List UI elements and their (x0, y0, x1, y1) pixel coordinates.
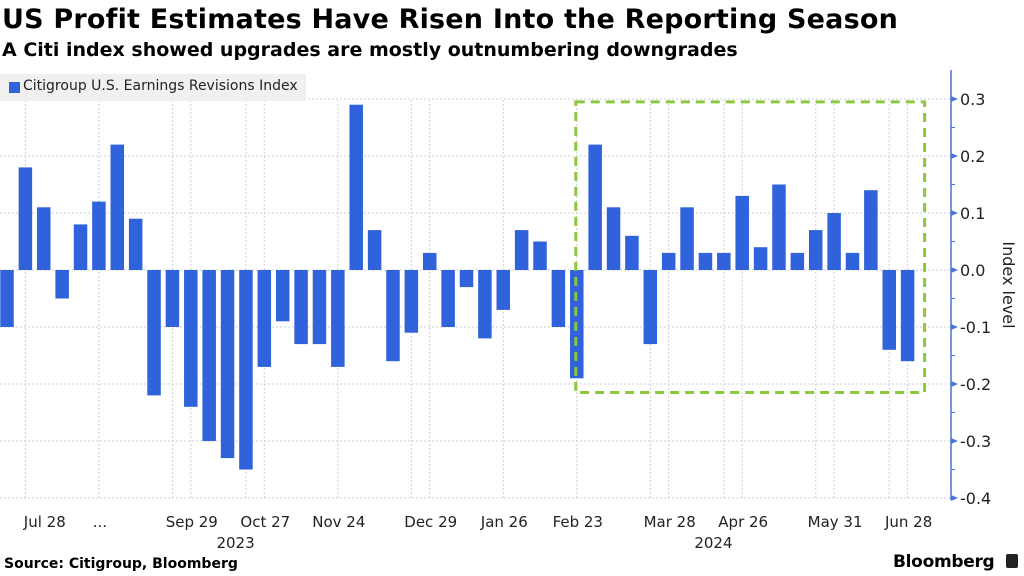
bar (367, 230, 382, 270)
y-tick-mark (951, 210, 958, 216)
bar (459, 270, 474, 288)
y-tick-label: 0.3 (960, 90, 985, 109)
bar (294, 270, 308, 345)
bar-series (0, 104, 915, 470)
x-tick-label: Feb 23 (553, 513, 603, 531)
legend-swatch (9, 82, 20, 93)
chart-title: US Profit Estimates Have Risen Into the … (2, 4, 899, 35)
x-year-label: 2023 (216, 534, 254, 552)
bar (790, 252, 805, 270)
horizontal-gridlines (0, 98, 951, 499)
chart-subtitle: A Citi index showed upgrades are mostly … (2, 39, 738, 61)
x-tick-label: Mar 28 (644, 513, 696, 531)
bar (128, 218, 143, 270)
bar (625, 235, 639, 270)
y-tick-mark (951, 153, 958, 159)
bar (349, 104, 363, 270)
bar (202, 270, 216, 441)
y-tick-mark (951, 96, 958, 102)
bar (404, 270, 419, 333)
x-tick-label: Jan 26 (480, 513, 528, 531)
y-axis-title: Index level (999, 241, 1018, 328)
bar (165, 270, 180, 327)
x-tick-label: Sep 29 (166, 513, 218, 531)
bar (864, 190, 878, 270)
bar (18, 167, 33, 270)
bar (422, 252, 437, 270)
bar (73, 224, 88, 270)
bar (478, 270, 492, 339)
bar (331, 270, 345, 367)
bar (275, 270, 290, 322)
bar (735, 195, 749, 270)
bar (698, 252, 713, 270)
source-note: Source: Citigroup, Bloomberg (4, 556, 238, 572)
bar (0, 270, 14, 327)
bar (588, 144, 602, 270)
bar (643, 270, 658, 345)
bar (514, 230, 529, 270)
x-tick-label: Oct 27 (240, 513, 290, 531)
bar (827, 213, 841, 270)
bloomberg-chart-icon (1006, 554, 1018, 568)
bar (37, 207, 51, 270)
bar (55, 270, 69, 299)
x-tick-label: Jun 28 (884, 513, 932, 531)
x-axis-tick-labels: Jul 28... Sep 29 Oct 27 Nov 24 Dec 29 Jan 26 F… (23, 513, 932, 552)
highlight-box (574, 100, 927, 395)
bar (808, 230, 823, 270)
x-tick-label: ... (93, 513, 107, 531)
x-tick-label: May 31 (808, 513, 863, 531)
x-year-label: 2024 (694, 534, 732, 552)
bar (312, 270, 327, 345)
bar (239, 270, 253, 470)
y-tick-mark (951, 438, 958, 444)
y-tick-mark (951, 381, 958, 387)
bar (882, 270, 896, 350)
y-axis-ticks: 0.3 0.2 0.1 0.0 -0.1 -0.2 -0.3 -0.4 (951, 90, 991, 508)
y-tick-label: -0.4 (960, 489, 991, 508)
legend-label: Citigroup U.S. Earnings Revisions Index (23, 78, 298, 94)
y-tick-label: -0.2 (960, 375, 991, 394)
bar (606, 207, 621, 270)
bar (845, 252, 860, 270)
bar (661, 252, 676, 270)
bar (551, 270, 566, 327)
bar (772, 184, 786, 270)
y-tick-label: 0.0 (960, 261, 985, 280)
bar (753, 247, 768, 270)
bar (110, 144, 125, 270)
bar (496, 270, 511, 310)
x-tick-label: Jul 28 (23, 513, 66, 531)
y-tick-label: -0.3 (960, 432, 991, 451)
bar (220, 270, 235, 459)
legend: Citigroup U.S. Earnings Revisions Index (0, 74, 306, 101)
y-tick-label: 0.2 (960, 147, 985, 166)
y-tick-label: -0.1 (960, 318, 991, 337)
bar (184, 270, 198, 407)
x-tick-label: Dec 29 (404, 513, 457, 531)
y-tick-mark (951, 267, 958, 273)
bar (441, 270, 455, 327)
bar (900, 270, 915, 362)
bar (680, 207, 694, 270)
bar (533, 241, 547, 270)
bar (147, 270, 161, 396)
x-tick-label: Nov 24 (312, 513, 365, 531)
y-tick-mark (951, 324, 958, 330)
y-tick-label: 0.1 (960, 204, 985, 223)
bar (717, 252, 731, 270)
y-tick-mark (951, 495, 958, 501)
x-tick-label: Apr 26 (718, 513, 768, 531)
bar (92, 201, 106, 270)
bar (257, 270, 272, 367)
brand-logo-text: Bloomberg (893, 552, 995, 572)
bar (386, 270, 400, 362)
